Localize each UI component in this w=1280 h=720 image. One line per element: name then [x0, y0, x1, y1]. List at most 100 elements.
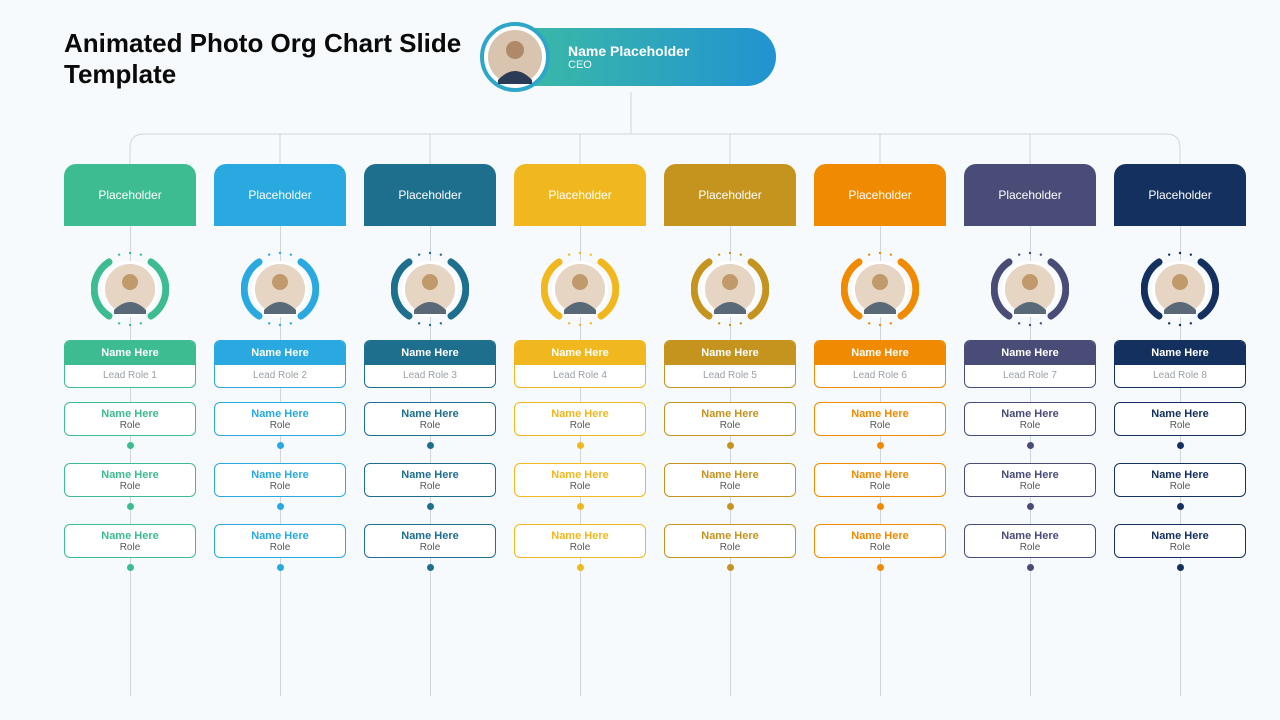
- member-card: Name HereRole: [964, 463, 1096, 497]
- connector-dot: [1027, 442, 1034, 449]
- member-name: Name Here: [219, 408, 341, 420]
- connector-dot: [277, 442, 284, 449]
- member-role: Role: [669, 481, 791, 492]
- member-role: Role: [369, 420, 491, 431]
- member-name: Name Here: [519, 469, 641, 481]
- lead-name: Name Here: [65, 341, 195, 365]
- member-role: Role: [519, 481, 641, 492]
- lead-name: Name Here: [665, 341, 795, 365]
- department-header: Placeholder: [364, 164, 496, 226]
- connector-dot: [1177, 503, 1184, 510]
- connector-dot: [127, 503, 134, 510]
- org-column: Placeholder Name HereLead Role 5Name Her…: [664, 164, 796, 571]
- member-role: Role: [219, 420, 341, 431]
- member-role: Role: [819, 542, 941, 553]
- member-card: Name HereRole: [1114, 463, 1246, 497]
- lead-card: Name HereLead Role 7: [964, 340, 1096, 388]
- ceo-avatar-ring: [480, 22, 550, 92]
- connector-dot: [727, 442, 734, 449]
- ceo-role: CEO: [568, 59, 689, 71]
- member-card: Name HereRole: [814, 524, 946, 558]
- member-role: Role: [69, 420, 191, 431]
- lead-role: Lead Role 4: [515, 365, 645, 387]
- ceo-card: Name Placeholder CEO: [486, 28, 776, 86]
- lead-avatar-wrap: [841, 250, 919, 328]
- org-column: Placeholder Name HereLead Role 3Name Her…: [364, 164, 496, 571]
- lead-name: Name Here: [965, 341, 1095, 365]
- lead-role: Lead Role 1: [65, 365, 195, 387]
- member-name: Name Here: [1119, 469, 1241, 481]
- member-card: Name HereRole: [64, 463, 196, 497]
- member-card: Name HereRole: [364, 463, 496, 497]
- org-column: Placeholder Name HereLead Role 4Name Her…: [514, 164, 646, 571]
- org-column: Placeholder Name HereLead Role 6Name Her…: [814, 164, 946, 571]
- member-role: Role: [669, 542, 791, 553]
- connector-dot: [1027, 503, 1034, 510]
- member-role: Role: [219, 542, 341, 553]
- member-card: Name HereRole: [514, 463, 646, 497]
- connector-dot: [1177, 564, 1184, 571]
- member-role: Role: [369, 481, 491, 492]
- lead-card: Name HereLead Role 4: [514, 340, 646, 388]
- member-name: Name Here: [969, 469, 1091, 481]
- member-card: Name HereRole: [64, 524, 196, 558]
- connector-dot: [1177, 442, 1184, 449]
- lead-card: Name HereLead Role 3: [364, 340, 496, 388]
- lead-name: Name Here: [365, 341, 495, 365]
- member-card: Name HereRole: [964, 402, 1096, 436]
- lead-name: Name Here: [515, 341, 645, 365]
- org-column: Placeholder Name HereLead Role 7Name Her…: [964, 164, 1096, 571]
- member-role: Role: [969, 420, 1091, 431]
- member-role: Role: [969, 542, 1091, 553]
- lead-avatar-wrap: [541, 250, 619, 328]
- ceo-text: Name Placeholder CEO: [568, 43, 689, 71]
- member-name: Name Here: [69, 408, 191, 420]
- member-card: Name HereRole: [214, 402, 346, 436]
- lead-avatar-wrap: [1141, 250, 1219, 328]
- member-name: Name Here: [819, 530, 941, 542]
- lead-card: Name HereLead Role 6: [814, 340, 946, 388]
- lead-avatar-wrap: [691, 250, 769, 328]
- lead-card: Name HereLead Role 1: [64, 340, 196, 388]
- lead-name: Name Here: [1115, 341, 1245, 365]
- connector-dot: [727, 503, 734, 510]
- member-card: Name HereRole: [514, 524, 646, 558]
- member-role: Role: [1119, 481, 1241, 492]
- member-name: Name Here: [969, 408, 1091, 420]
- member-name: Name Here: [369, 408, 491, 420]
- member-card: Name HereRole: [1114, 524, 1246, 558]
- connector-dot: [127, 564, 134, 571]
- connector-dot: [577, 442, 584, 449]
- lead-card: Name HereLead Role 8: [1114, 340, 1246, 388]
- lead-name: Name Here: [215, 341, 345, 365]
- lead-card: Name HereLead Role 2: [214, 340, 346, 388]
- member-role: Role: [1119, 542, 1241, 553]
- member-name: Name Here: [669, 408, 791, 420]
- member-role: Role: [69, 481, 191, 492]
- member-name: Name Here: [519, 408, 641, 420]
- member-name: Name Here: [819, 469, 941, 481]
- member-name: Name Here: [369, 469, 491, 481]
- lead-role: Lead Role 3: [365, 365, 495, 387]
- member-name: Name Here: [69, 469, 191, 481]
- connector-dot: [427, 503, 434, 510]
- member-card: Name HereRole: [64, 402, 196, 436]
- connector-dot: [577, 564, 584, 571]
- member-card: Name HereRole: [364, 402, 496, 436]
- lead-role: Lead Role 2: [215, 365, 345, 387]
- member-name: Name Here: [669, 469, 791, 481]
- connector-dot: [577, 503, 584, 510]
- member-card: Name HereRole: [964, 524, 1096, 558]
- member-name: Name Here: [1119, 530, 1241, 542]
- member-role: Role: [969, 481, 1091, 492]
- member-card: Name HereRole: [814, 463, 946, 497]
- member-role: Role: [1119, 420, 1241, 431]
- member-name: Name Here: [69, 530, 191, 542]
- connector-dot: [727, 564, 734, 571]
- department-header: Placeholder: [514, 164, 646, 226]
- department-header: Placeholder: [664, 164, 796, 226]
- department-header: Placeholder: [1114, 164, 1246, 226]
- connector-dot: [277, 564, 284, 571]
- member-card: Name HereRole: [664, 524, 796, 558]
- lead-role: Lead Role 5: [665, 365, 795, 387]
